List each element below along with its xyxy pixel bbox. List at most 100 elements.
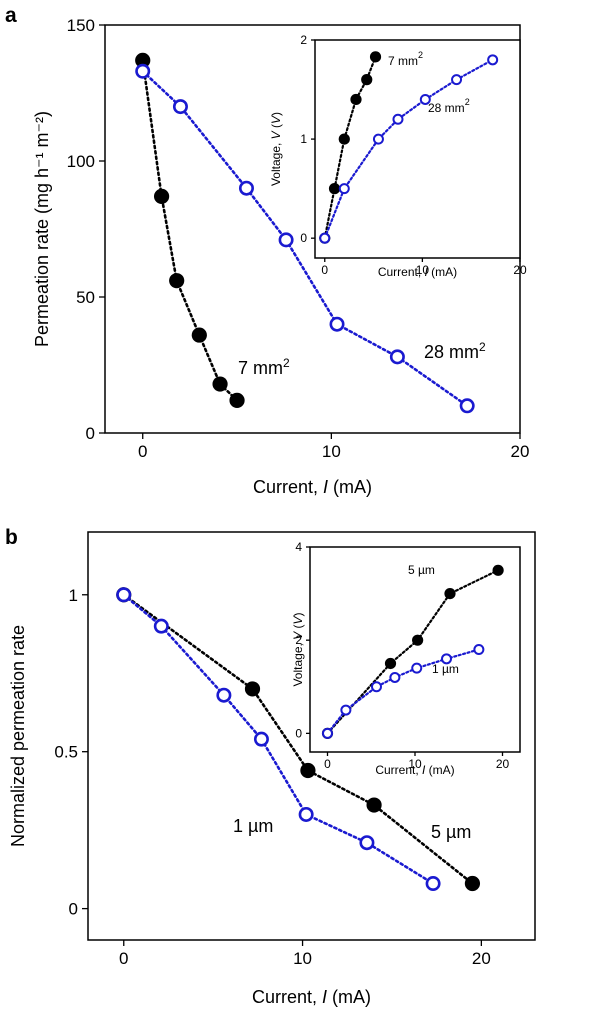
data-point	[191, 327, 207, 343]
data-point	[350, 93, 362, 106]
y-tick-label: 0	[300, 231, 307, 245]
y-tick-label: 2	[295, 633, 302, 647]
inset-background	[315, 40, 520, 258]
x-tick-label: 20	[472, 949, 491, 968]
data-point	[172, 99, 188, 115]
series-label: 1 µm	[233, 816, 273, 836]
y-tick-label: 0	[69, 900, 78, 919]
x-axis-label: Current, I (mA)	[253, 477, 372, 497]
data-point	[135, 52, 151, 68]
y-axis-label: Voltage, V (V)	[269, 112, 283, 186]
y-tick-label: 1	[69, 586, 78, 605]
x-tick-label: 20	[513, 263, 527, 277]
inset-background	[310, 547, 520, 752]
data-point	[451, 74, 463, 86]
data-point	[444, 587, 456, 600]
data-point	[473, 644, 485, 655]
data-point	[135, 63, 151, 79]
data-point	[338, 133, 350, 145]
x-axis-label: Current, I (mA)	[252, 987, 371, 1007]
panel-label: a	[5, 4, 17, 27]
x-tick-label: 10	[322, 442, 341, 461]
y-tick-label: 0	[295, 726, 302, 740]
x-tick-label: 0	[138, 442, 147, 461]
series-label: 7 mm2	[388, 50, 423, 68]
x-tick-label: 0	[321, 263, 328, 277]
data-point	[340, 704, 352, 716]
plot-frame	[87, 531, 536, 941]
chart-a-inset: 0 10 20 0 1 2 Current, I (mA) Voltage, V (V) 7 m…	[269, 33, 527, 279]
y-tick-label: 2	[300, 33, 307, 47]
data-point	[319, 232, 331, 244]
data-point	[412, 634, 424, 646]
y-tick-label: 0	[86, 424, 95, 443]
series-label: 5 µm	[431, 822, 471, 842]
y-tick-label: 50	[76, 288, 95, 307]
panel-label: b	[5, 526, 18, 549]
data-point	[298, 806, 314, 822]
series-label: 1 µm	[432, 662, 459, 676]
data-point	[338, 183, 350, 195]
series-label: 28 mm2	[428, 97, 470, 115]
y-axis-label: Normalized permeation rate	[8, 625, 28, 847]
data-point	[300, 762, 316, 779]
data-point	[229, 392, 245, 408]
series-label: 7 mm2	[238, 356, 290, 378]
data-point	[216, 687, 232, 703]
data-point	[487, 54, 499, 66]
chart-b-inset: 0 10 20 0 2 4 Current, I (mA) Voltage, V (V) 5 µ…	[291, 540, 521, 777]
series-line	[141, 59, 239, 402]
y-tick-label: 100	[67, 152, 95, 171]
data-point	[361, 74, 373, 86]
x-tick-label: 0	[119, 949, 128, 968]
y-axis-label: Voltage, V (V)	[291, 612, 305, 686]
data-point	[464, 875, 481, 892]
y-tick-label: 0.5	[54, 743, 78, 762]
data-point	[389, 349, 405, 365]
data-point	[392, 113, 404, 125]
series-label: 28 mm2	[424, 340, 486, 362]
data-point	[212, 376, 228, 392]
data-point	[238, 180, 254, 196]
data-point	[169, 273, 185, 289]
data-point	[372, 133, 384, 145]
data-point	[366, 797, 382, 813]
y-tick-label: 150	[67, 16, 95, 35]
data-point	[425, 876, 441, 892]
data-point	[322, 727, 333, 739]
x-tick-label: 20	[511, 442, 530, 461]
x-tick-label: 10	[293, 949, 312, 968]
data-point	[359, 835, 375, 851]
data-point	[253, 731, 269, 747]
data-point	[116, 587, 132, 603]
series-label: 5 µm	[408, 563, 435, 577]
data-point	[244, 681, 261, 697]
data-point	[389, 671, 401, 683]
x-tick-label: 10	[416, 263, 430, 277]
plot-frame	[314, 39, 521, 259]
data-point	[153, 618, 169, 634]
x-tick-label: 20	[496, 757, 510, 771]
data-point	[329, 316, 345, 332]
data-point	[328, 183, 341, 195]
series-line	[323, 55, 377, 240]
y-tick-label: 1	[300, 132, 307, 146]
x-tick-label: 0	[324, 757, 331, 771]
data-point	[411, 662, 423, 674]
data-point	[492, 564, 504, 576]
x-tick-label: 10	[408, 757, 422, 771]
data-point	[459, 398, 475, 414]
data-point	[371, 681, 382, 693]
data-point	[441, 653, 452, 665]
y-axis-label: Permeation rate (mg h⁻¹ m⁻²)	[32, 111, 52, 347]
x-axis-label: Current, I (mA)	[378, 265, 457, 279]
data-point	[153, 188, 170, 204]
y-tick-label: 4	[295, 540, 302, 554]
data-point	[369, 51, 382, 63]
data-point	[278, 232, 294, 248]
data-point	[419, 93, 431, 105]
x-axis-label: Current, I (mA)	[375, 763, 454, 777]
